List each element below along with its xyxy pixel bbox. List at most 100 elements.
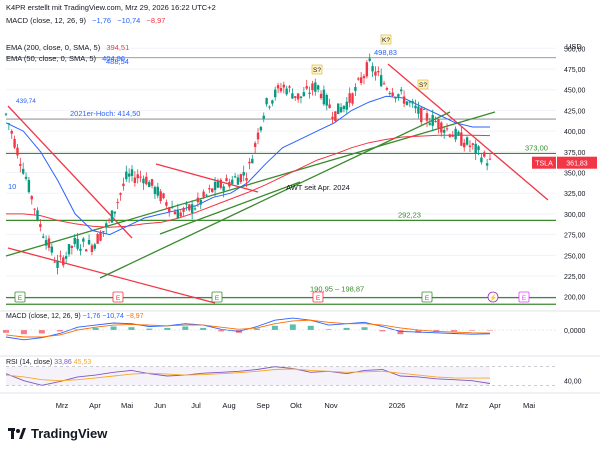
candle-body <box>362 76 366 79</box>
candle-body <box>21 168 25 174</box>
candle-body <box>276 85 280 89</box>
y-tick-label: 225,00 <box>564 274 586 281</box>
candle-body <box>173 211 177 215</box>
event-marker-label: E <box>215 295 220 302</box>
candle-body <box>445 128 449 130</box>
price-chart[interactable]: 500,00 475,00 450,00 425,00 400,00 375,00 350,… <box>0 0 600 418</box>
currency-label: USD <box>566 42 582 51</box>
macd-histogram-bar <box>218 330 225 332</box>
macd-histogram-bar <box>38 330 45 334</box>
candle-body <box>42 236 45 238</box>
candle-body <box>47 238 51 248</box>
y-tick-label: 250,00 <box>564 253 586 260</box>
level-label: 190,95 – 198,87 <box>310 285 364 294</box>
candle-body <box>417 106 420 114</box>
candle-body <box>133 177 137 183</box>
candle-body <box>62 257 65 266</box>
candle-body <box>225 178 228 182</box>
candle-body <box>391 92 394 96</box>
candle-body <box>182 208 185 212</box>
macd-histogram-bar <box>200 327 207 330</box>
event-marker <box>487 291 499 303</box>
candle-body <box>337 103 340 114</box>
candle-body <box>485 163 489 166</box>
candle-body <box>139 176 142 178</box>
macd-histogram-bar <box>146 328 153 330</box>
y-tick-label: 400,00 <box>564 129 586 136</box>
candle-body <box>13 138 16 148</box>
trend-line <box>7 247 216 304</box>
candle-body <box>96 234 99 244</box>
candle-body <box>305 86 308 89</box>
event-marker-label: ⚡ <box>489 294 497 302</box>
candle-body <box>251 158 254 164</box>
event-marker-label: E <box>316 295 321 302</box>
candle-body <box>374 71 377 76</box>
chart-credit: K4PR erstellt mit TradingView.com, Mrz 2… <box>6 3 216 12</box>
macd-y-tick: 0,0000 <box>564 328 586 335</box>
candle-body <box>408 101 412 103</box>
candle-body <box>371 66 374 72</box>
candle-body <box>402 96 406 104</box>
candle-body <box>222 186 225 191</box>
candle-body <box>219 179 222 188</box>
candle-body <box>291 93 294 99</box>
y-tick-label: 450,00 <box>564 88 586 95</box>
event-marker <box>518 291 530 303</box>
candle-body <box>425 113 429 121</box>
candle-body <box>465 137 469 145</box>
macd-histogram-bar <box>469 330 476 331</box>
macd-histogram-bar <box>325 329 332 330</box>
macd-histogram-bar <box>3 330 9 333</box>
candle-body <box>245 178 248 181</box>
tradingview-logo[interactable]: TradingView <box>8 426 107 441</box>
trend-line <box>387 63 549 201</box>
event-marker <box>211 291 223 303</box>
candle-body <box>119 193 122 195</box>
candle-body <box>36 210 39 220</box>
candle-body <box>480 157 483 163</box>
candle-body <box>53 261 56 263</box>
candle-body <box>328 104 331 109</box>
candle-body <box>213 181 217 191</box>
candle-body <box>208 188 211 190</box>
annotation-49883: 498,83 <box>374 48 397 57</box>
annotation-box <box>311 64 323 75</box>
candle-body <box>4 113 8 115</box>
candle-body <box>483 152 486 157</box>
candle-body <box>107 219 111 221</box>
candle-body <box>59 255 62 257</box>
candle-body <box>142 178 145 184</box>
candle-body <box>150 179 154 186</box>
x-tick-label: Apr <box>89 401 101 410</box>
x-tick-label: Jun <box>154 401 166 410</box>
candle-body <box>474 143 477 154</box>
y-tick-label: 300,00 <box>564 212 586 219</box>
candle-body <box>282 84 285 88</box>
candle-body <box>50 246 54 253</box>
annotation-48854: 488,54 <box>106 57 129 66</box>
rsi-line <box>5 366 491 386</box>
candle-body <box>316 85 320 90</box>
annotation-43974: 439,74 <box>16 98 36 105</box>
macd-histogram-bar <box>56 330 63 332</box>
candle-body <box>394 97 397 99</box>
rsi-y-tick: 40,00 <box>564 379 582 386</box>
candle-body <box>325 94 328 106</box>
candle-body <box>205 194 208 196</box>
candle-body <box>331 116 334 119</box>
candle-body <box>359 77 363 83</box>
candle-body <box>279 88 283 92</box>
annotation-marker: K? <box>382 37 390 44</box>
candle-body <box>400 89 403 92</box>
candle-body <box>345 101 349 110</box>
candle-body <box>216 181 220 188</box>
candle-body <box>265 98 268 105</box>
y-tick-label: 275,00 <box>564 233 586 240</box>
candle-body <box>236 177 240 185</box>
candle-body <box>271 100 274 104</box>
y-tick-label: 325,00 <box>564 191 586 198</box>
candle-body <box>414 105 417 109</box>
annotation-box <box>417 79 429 90</box>
candle-body <box>302 92 306 97</box>
